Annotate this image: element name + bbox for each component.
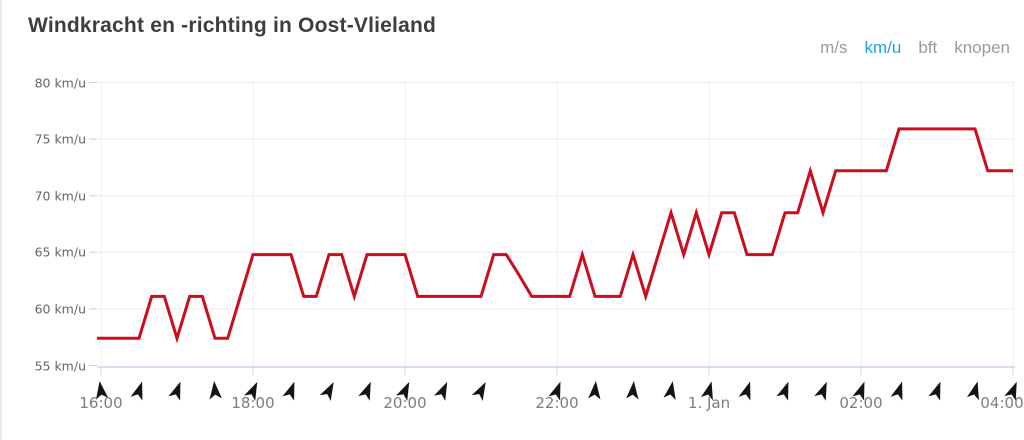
x-axis-label: 20:00 bbox=[383, 394, 427, 412]
unit-tab-ms[interactable]: m/s bbox=[820, 38, 848, 57]
wind-direction-arrow bbox=[966, 381, 979, 401]
wind-direction-arrow bbox=[852, 381, 865, 401]
y-axis-label: 55 km/u bbox=[34, 358, 86, 373]
x-axis-label: 22:00 bbox=[535, 394, 579, 412]
wind-direction-arrow bbox=[814, 381, 827, 401]
wind-speed-line bbox=[97, 127, 1013, 344]
wind-direction-arrow bbox=[700, 381, 713, 401]
wind-direction-arrow bbox=[588, 381, 601, 400]
unit-tab-knopen[interactable]: knopen bbox=[954, 38, 1010, 57]
wind-direction-arrow bbox=[1004, 381, 1017, 401]
wind-direction-arrow bbox=[548, 381, 561, 401]
wind-direction-arrow bbox=[95, 381, 109, 400]
wind-direction-arrow bbox=[890, 381, 903, 401]
y-axis-label: 70 km/u bbox=[34, 188, 86, 204]
unit-selector: m/s km/u bft knopen bbox=[820, 38, 1010, 58]
x-axis-label: 02:00 bbox=[839, 394, 883, 412]
x-axis-label: 18:00 bbox=[231, 394, 275, 412]
x-axis-label: 04:00 bbox=[980, 394, 1024, 412]
unit-tab-bft[interactable]: bft bbox=[918, 38, 938, 57]
page-title: Windkracht en -richting in Oost-Vlieland bbox=[28, 14, 437, 37]
x-axis-label: 16:00 bbox=[79, 394, 123, 412]
wind-direction-arrow bbox=[130, 381, 143, 401]
wind-direction-arrow bbox=[776, 381, 789, 401]
wind-direction-arrow bbox=[928, 381, 941, 401]
y-axis-label: 80 km/u bbox=[34, 75, 86, 90]
x-axis-label: 1. Jan bbox=[687, 394, 731, 412]
wind-direction-arrow bbox=[433, 381, 448, 401]
wind-direction-arrow bbox=[471, 382, 486, 401]
wind-direction-arrow bbox=[243, 381, 258, 401]
wind-direction-arrow bbox=[319, 382, 334, 401]
wind-direction-arrow bbox=[626, 381, 639, 400]
unit-tab-kmu[interactable]: km/u bbox=[864, 38, 902, 57]
y-axis-label: 75 km/u bbox=[34, 131, 86, 147]
y-axis-label: 60 km/u bbox=[34, 301, 86, 317]
wind-direction-arrow bbox=[395, 381, 410, 401]
wind-direction-arrow bbox=[738, 381, 751, 401]
wind-direction-arrow bbox=[168, 381, 181, 401]
y-axis-label: 65 km/u bbox=[34, 244, 86, 260]
wind-direction-arrow bbox=[209, 381, 222, 400]
wind-direction-arrow bbox=[282, 381, 295, 401]
wind-direction-arrow bbox=[358, 381, 371, 401]
wind-direction-arrow bbox=[663, 381, 676, 400]
